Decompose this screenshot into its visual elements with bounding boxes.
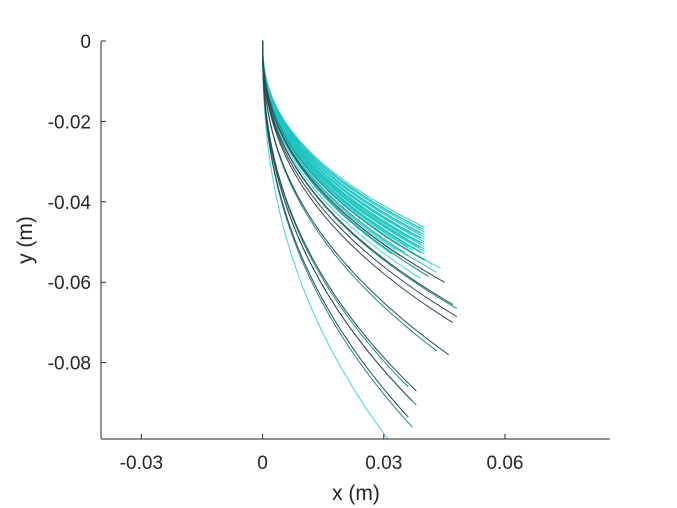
x-tick-label: 0.03 [365, 453, 402, 474]
y-tick-label: -0.06 [48, 273, 91, 294]
trajectory-line [262, 40, 457, 309]
y-tick-label: 0 [80, 32, 91, 53]
trajectory-line [262, 40, 417, 392]
y-axis-title: y (m) [14, 216, 37, 264]
x-tick-label: 0.06 [486, 453, 523, 474]
trajectory-line [262, 40, 445, 283]
y-tick-label: -0.04 [48, 193, 92, 214]
trajectory-line [262, 40, 425, 261]
axis-ticks: -0.03 0 0.03 0.06 0 -0.02 -0.04 -0.06 -0.08 [48, 32, 524, 474]
trajectory-line [262, 40, 389, 440]
trajectory-line [262, 40, 457, 317]
x-tick-label: -0.03 [120, 453, 163, 474]
trajectory-line [262, 40, 449, 356]
y-tick-label: -0.08 [48, 354, 91, 375]
y-tick-label: -0.02 [48, 112, 91, 133]
trajectory-line [262, 40, 409, 418]
trajectory-line [262, 40, 453, 323]
trajectory-line [262, 40, 453, 305]
trajectory-lines [262, 40, 457, 440]
x-tick-label: 0 [257, 453, 268, 474]
trajectory-line [262, 40, 413, 402]
x-axis-title: x (m) [332, 482, 380, 505]
